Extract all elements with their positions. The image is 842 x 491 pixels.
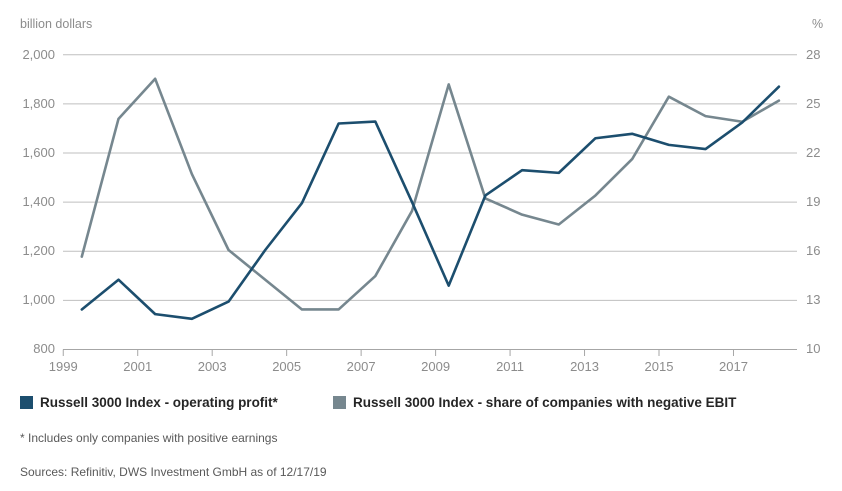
svg-text:25: 25	[806, 96, 820, 111]
svg-text:%: %	[812, 17, 823, 31]
svg-text:* Includes only companies with: * Includes only companies with positive …	[20, 431, 277, 445]
svg-text:2009: 2009	[421, 359, 450, 374]
svg-text:10: 10	[806, 341, 820, 356]
svg-text:2001: 2001	[123, 359, 152, 374]
svg-text:13: 13	[806, 292, 820, 307]
svg-text:16: 16	[806, 243, 820, 258]
svg-text:2011: 2011	[496, 359, 524, 374]
svg-text:19: 19	[806, 194, 820, 209]
svg-text:Russell 3000 Index - operating: Russell 3000 Index - operating profit*	[40, 395, 279, 410]
svg-text:2007: 2007	[347, 359, 376, 374]
svg-text:1,200: 1,200	[22, 243, 55, 258]
svg-text:1,400: 1,400	[22, 194, 55, 209]
svg-text:800: 800	[33, 341, 55, 356]
svg-text:2,000: 2,000	[22, 47, 55, 62]
svg-text:billion dollars: billion dollars	[20, 17, 92, 31]
svg-text:2015: 2015	[645, 359, 674, 374]
svg-text:Sources: Refinitiv, DWS Invest: Sources: Refinitiv, DWS Investment GmbH …	[20, 465, 327, 479]
svg-text:2017: 2017	[719, 359, 748, 374]
svg-text:28: 28	[806, 47, 820, 62]
svg-text:1,000: 1,000	[22, 292, 55, 307]
svg-text:1999: 1999	[49, 359, 78, 374]
svg-text:Russell 3000 Index - share of: Russell 3000 Index - share of companies …	[353, 395, 737, 410]
svg-text:2013: 2013	[570, 359, 599, 374]
svg-text:2005: 2005	[272, 359, 301, 374]
svg-text:2003: 2003	[198, 359, 227, 374]
svg-text:22: 22	[806, 145, 820, 160]
svg-text:1,600: 1,600	[22, 145, 55, 160]
svg-text:1,800: 1,800	[22, 96, 55, 111]
